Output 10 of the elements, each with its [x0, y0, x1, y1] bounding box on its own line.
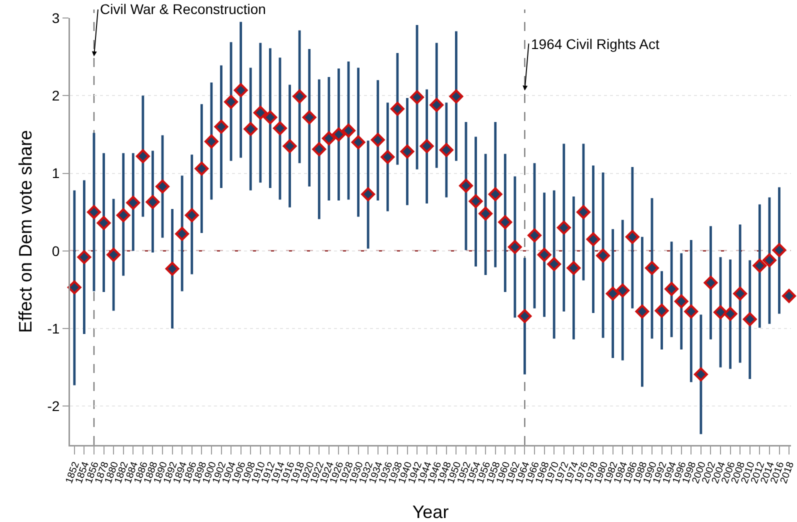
y-tick-label: 2: [52, 88, 60, 104]
ref-line-label: Civil War & Reconstruction: [100, 1, 266, 17]
y-tick-label: 3: [52, 10, 60, 26]
y-tick-label: 0: [52, 242, 60, 259]
x-axis-title: Year: [412, 502, 449, 522]
ref-line-label: 1964 Civil Rights Act: [531, 36, 660, 52]
y-tick-label: -1: [47, 320, 60, 336]
y-tick-label: 1: [52, 165, 60, 182]
y-tick-label: -2: [47, 398, 60, 414]
y-axis-title: Effect on Dem vote share: [16, 130, 36, 333]
